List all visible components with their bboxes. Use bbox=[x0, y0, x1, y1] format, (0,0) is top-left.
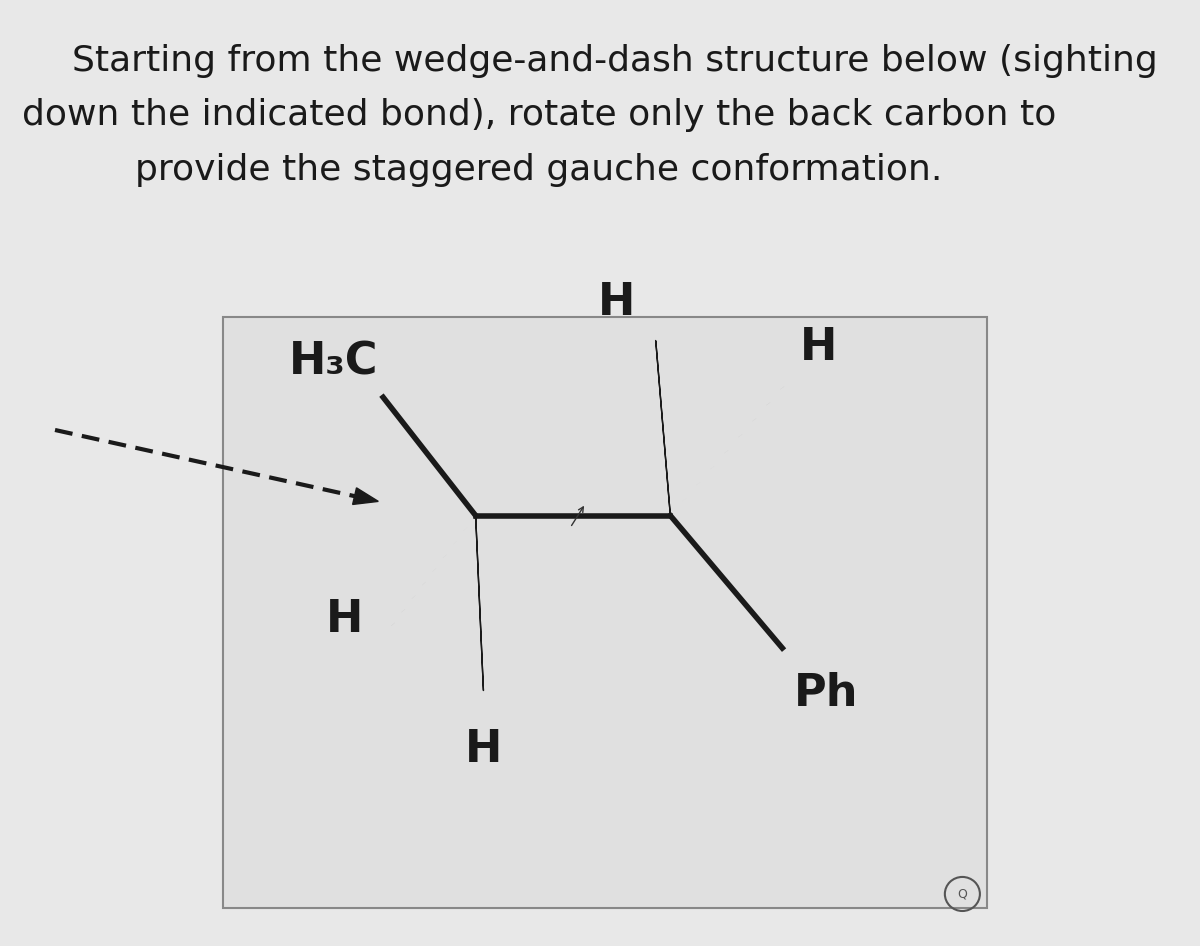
Text: down the indicated bond), rotate only the back carbon to: down the indicated bond), rotate only th… bbox=[22, 98, 1056, 132]
Text: Ph: Ph bbox=[794, 672, 858, 714]
Text: H: H bbox=[800, 326, 838, 369]
Polygon shape bbox=[655, 341, 671, 516]
Text: Q: Q bbox=[958, 887, 967, 901]
Polygon shape bbox=[353, 488, 378, 504]
Text: H₃C: H₃C bbox=[289, 341, 378, 383]
Polygon shape bbox=[475, 516, 484, 691]
FancyBboxPatch shape bbox=[222, 317, 986, 908]
Text: H: H bbox=[326, 598, 364, 641]
Text: provide the staggered gauche conformation.: provide the staggered gauche conformatio… bbox=[136, 153, 943, 187]
Text: Starting from the wedge-and-dash structure below (sighting: Starting from the wedge-and-dash structu… bbox=[72, 44, 1158, 79]
Text: H: H bbox=[464, 728, 502, 771]
Text: H: H bbox=[598, 281, 636, 324]
